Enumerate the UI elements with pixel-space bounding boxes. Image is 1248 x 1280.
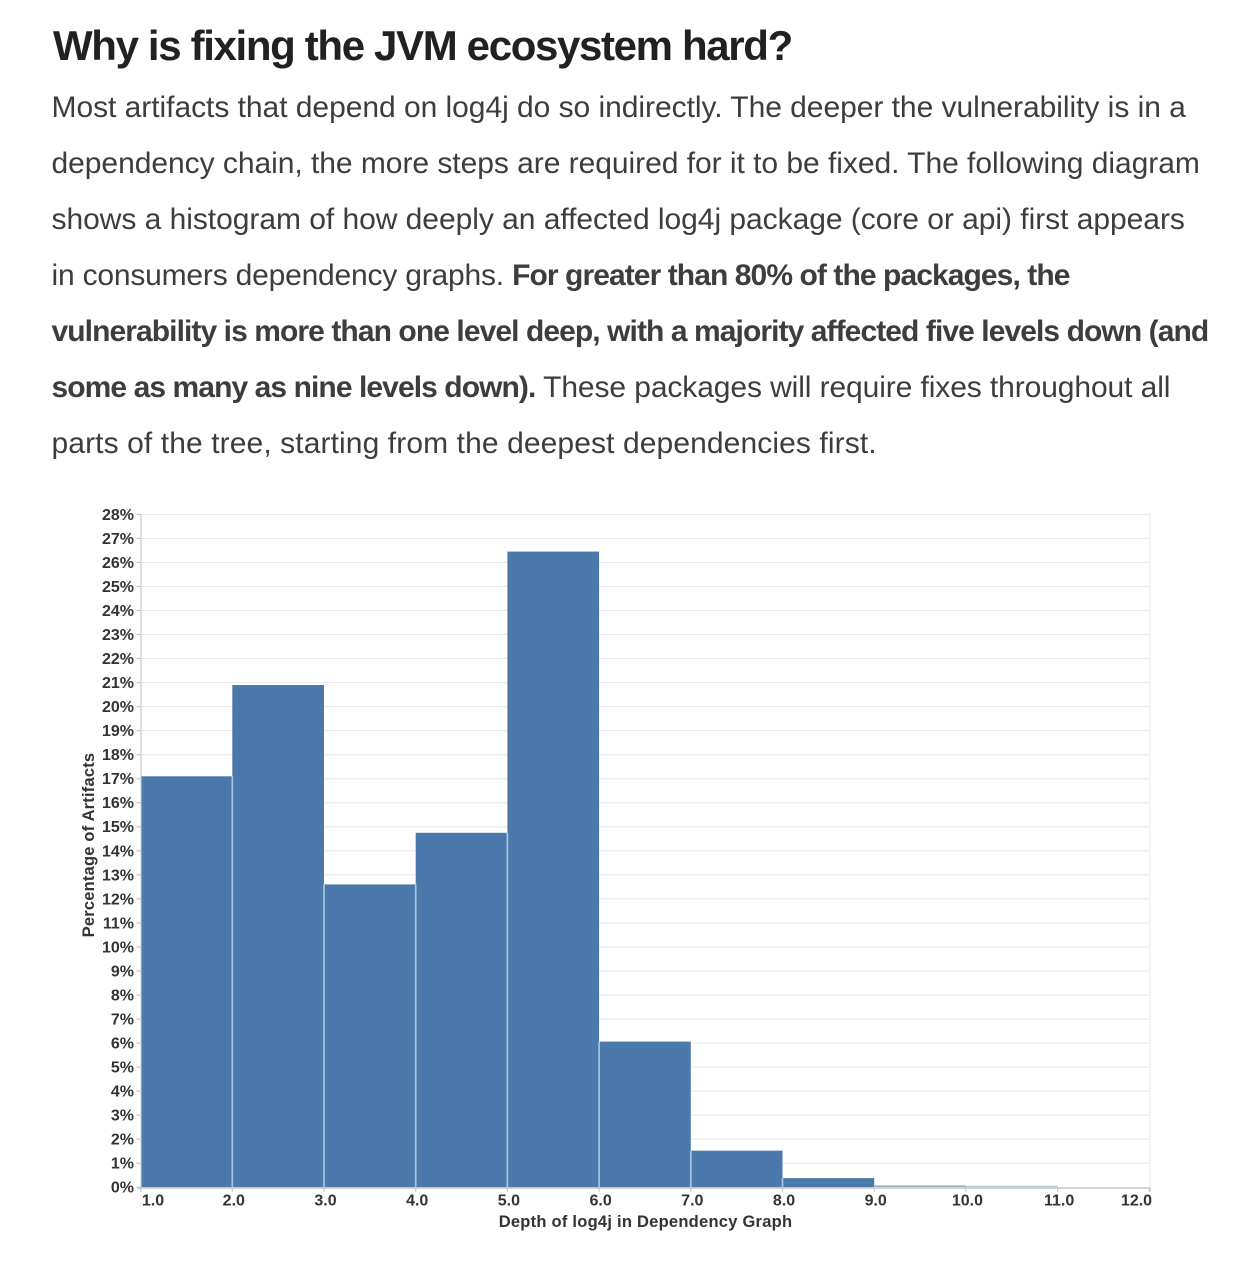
svg-text:27%: 27% bbox=[102, 531, 134, 548]
svg-text:25%: 25% bbox=[102, 579, 134, 596]
svg-text:Percentage of Artifacts: Percentage of Artifacts bbox=[80, 753, 98, 938]
svg-text:5.0: 5.0 bbox=[498, 1193, 520, 1210]
svg-text:2.0: 2.0 bbox=[223, 1193, 245, 1210]
svg-text:18%: 18% bbox=[102, 747, 134, 764]
svg-text:8.0: 8.0 bbox=[773, 1193, 795, 1210]
svg-text:17%: 17% bbox=[102, 771, 134, 788]
svg-text:10.0: 10.0 bbox=[952, 1193, 983, 1210]
svg-text:14%: 14% bbox=[102, 843, 134, 860]
svg-text:9%: 9% bbox=[111, 963, 134, 980]
svg-text:12.0: 12.0 bbox=[1121, 1193, 1152, 1210]
svg-text:28%: 28% bbox=[102, 507, 134, 524]
svg-text:10%: 10% bbox=[102, 939, 134, 956]
svg-text:21%: 21% bbox=[102, 675, 134, 692]
svg-text:4%: 4% bbox=[111, 1084, 134, 1101]
svg-text:24%: 24% bbox=[102, 603, 134, 620]
svg-text:20%: 20% bbox=[102, 699, 134, 716]
svg-text:9.0: 9.0 bbox=[865, 1193, 887, 1210]
svg-text:1%: 1% bbox=[111, 1156, 134, 1173]
svg-text:7%: 7% bbox=[111, 1012, 134, 1029]
svg-text:16%: 16% bbox=[102, 795, 134, 812]
svg-text:13%: 13% bbox=[102, 867, 134, 884]
svg-text:Depth of log4j in Dependency G: Depth of log4j in Dependency Graph bbox=[499, 1213, 793, 1231]
svg-text:5%: 5% bbox=[111, 1060, 134, 1077]
svg-text:1.0: 1.0 bbox=[142, 1193, 164, 1210]
svg-text:19%: 19% bbox=[102, 723, 134, 740]
svg-text:11.0: 11.0 bbox=[1044, 1193, 1074, 1210]
svg-text:23%: 23% bbox=[102, 627, 134, 644]
svg-text:8%: 8% bbox=[111, 988, 134, 1005]
svg-text:6%: 6% bbox=[111, 1036, 134, 1053]
svg-text:7.0: 7.0 bbox=[681, 1193, 703, 1210]
svg-text:26%: 26% bbox=[102, 555, 134, 572]
svg-text:3.0: 3.0 bbox=[314, 1193, 336, 1210]
svg-text:2%: 2% bbox=[111, 1132, 134, 1149]
svg-text:4.0: 4.0 bbox=[406, 1193, 428, 1210]
svg-text:12%: 12% bbox=[102, 891, 134, 908]
svg-text:6.0: 6.0 bbox=[589, 1193, 611, 1210]
svg-text:11%: 11% bbox=[103, 915, 134, 932]
svg-text:22%: 22% bbox=[102, 651, 134, 668]
svg-text:3%: 3% bbox=[111, 1108, 134, 1125]
svg-text:15%: 15% bbox=[102, 819, 134, 836]
svg-text:0%: 0% bbox=[111, 1180, 134, 1197]
